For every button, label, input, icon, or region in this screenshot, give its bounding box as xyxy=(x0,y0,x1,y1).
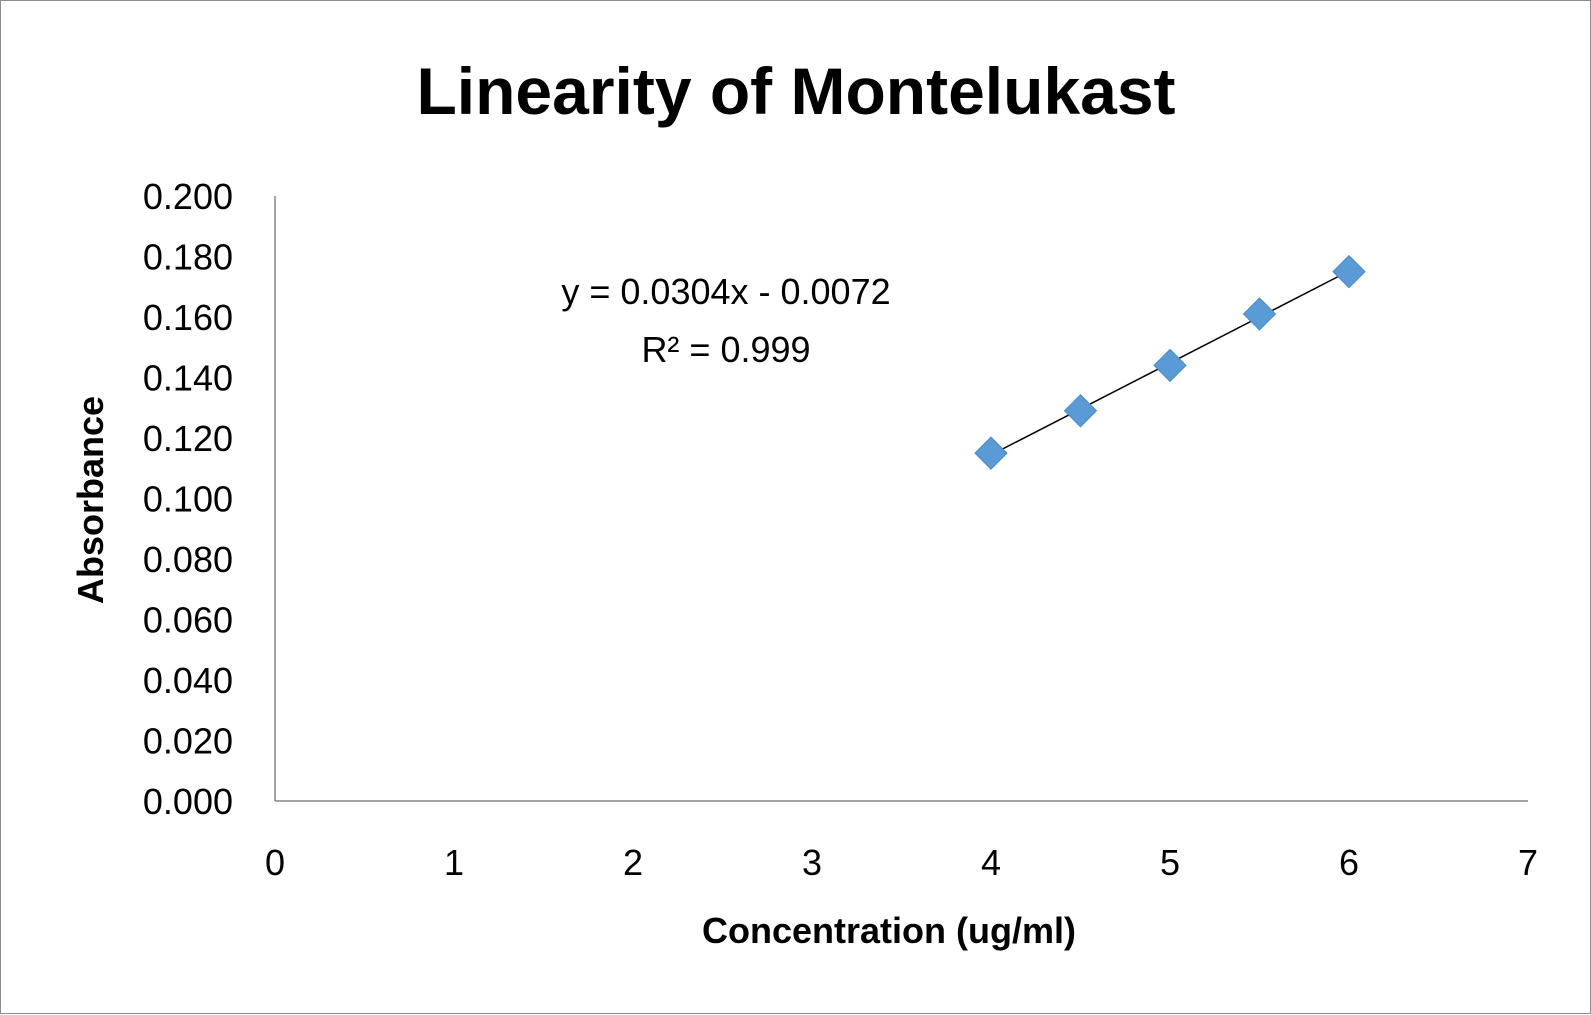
x-tick-label: 5 xyxy=(1160,842,1180,883)
y-tick-label: 0.040 xyxy=(143,660,233,701)
y-tick-label: 0.180 xyxy=(143,237,233,278)
y-axis-label: Absorbance xyxy=(70,396,111,604)
y-tick-label: 0.080 xyxy=(143,539,233,580)
y-tick-label: 0.100 xyxy=(143,479,233,520)
y-tick-label: 0.000 xyxy=(143,781,233,822)
y-tick-label: 0.140 xyxy=(143,358,233,399)
x-axis-label: Concentration (ug/ml) xyxy=(702,910,1076,951)
data-point xyxy=(1332,254,1366,289)
y-tick-label: 0.060 xyxy=(143,600,233,641)
chart-title: Linearity of Montelukast xyxy=(416,54,1175,128)
y-tick-label: 0.120 xyxy=(143,418,233,459)
x-axis: 0 1 2 3 4 5 6 7 xyxy=(265,800,1538,883)
data-point xyxy=(1242,297,1277,331)
x-tick-label: 2 xyxy=(623,842,643,883)
x-tick-label: 7 xyxy=(1518,842,1538,883)
x-tick-label: 3 xyxy=(802,842,822,883)
trendline-r2: R² = 0.999 xyxy=(641,329,810,370)
x-tick-label: 0 xyxy=(265,842,285,883)
y-tick-label: 0.160 xyxy=(143,297,233,338)
x-tick-label: 6 xyxy=(1339,842,1359,883)
y-tick-label: 0.200 xyxy=(143,176,233,217)
y-tick-label: 0.020 xyxy=(143,721,233,762)
data-point xyxy=(974,436,1008,470)
data-points xyxy=(974,254,1366,470)
data-point xyxy=(1063,394,1098,428)
trendline-equation: y = 0.0304x - 0.0072 xyxy=(561,271,890,312)
x-tick-label: 4 xyxy=(981,842,1001,883)
x-tick-label: 1 xyxy=(444,842,464,883)
y-axis: 0.000 0.020 0.040 0.060 0.080 0.100 0.120 0.140… xyxy=(143,176,276,822)
data-point xyxy=(1153,348,1187,383)
